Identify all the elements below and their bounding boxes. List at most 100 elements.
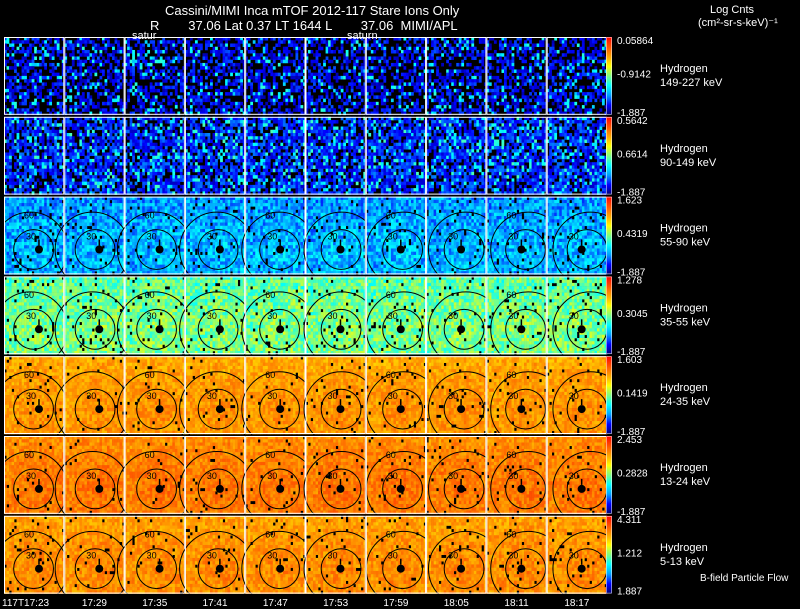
flux-pixel bbox=[501, 62, 505, 67]
flux-pixel bbox=[174, 145, 178, 150]
flux-pixel bbox=[157, 46, 161, 51]
flux-pixel bbox=[21, 56, 25, 60]
flux-pixel bbox=[179, 145, 183, 150]
flux-pixel bbox=[441, 85, 444, 90]
flux-pixel bbox=[54, 136, 58, 140]
flux-pixel bbox=[300, 85, 304, 90]
flux-pixel bbox=[142, 184, 145, 189]
flux-pixel bbox=[471, 46, 475, 51]
flux-pixel bbox=[406, 56, 409, 60]
flux-pixel bbox=[385, 62, 389, 67]
flux-pixel bbox=[566, 75, 570, 80]
flux-pixel bbox=[554, 37, 558, 41]
flux-pixel bbox=[589, 56, 593, 60]
flux-pixel bbox=[6, 191, 10, 195]
flux-pixel bbox=[24, 69, 27, 73]
flux-pixel bbox=[310, 43, 314, 48]
flux-pixel bbox=[551, 95, 555, 99]
flux-pixel bbox=[438, 75, 442, 80]
flux-pixel bbox=[169, 139, 173, 144]
flux-pixel bbox=[240, 175, 243, 179]
flux-pixel bbox=[398, 85, 402, 90]
flux-pixel bbox=[139, 188, 143, 192]
flux-pixel bbox=[6, 171, 10, 176]
flux-pixel bbox=[300, 66, 304, 70]
flux-pixel bbox=[207, 165, 211, 169]
flux-pixel bbox=[182, 188, 186, 192]
flux-pixel bbox=[531, 85, 535, 90]
flux-pixel bbox=[79, 149, 83, 153]
flux-pixel bbox=[36, 62, 40, 67]
flux-pixel bbox=[107, 175, 110, 179]
flux-pixel bbox=[282, 120, 286, 124]
flux-pixel bbox=[526, 43, 530, 48]
flux-pixel bbox=[385, 105, 389, 109]
flux-pixel bbox=[51, 155, 55, 160]
flux-pixel bbox=[272, 85, 276, 90]
flux-pixel bbox=[217, 40, 221, 44]
flux-pixel bbox=[86, 116, 90, 121]
flux-pixel bbox=[318, 75, 321, 80]
flux-pixel bbox=[81, 133, 85, 137]
flux-pixel bbox=[308, 101, 311, 106]
flux-pixel bbox=[225, 37, 228, 41]
flux-pixel bbox=[36, 108, 40, 112]
flux-pixel bbox=[252, 53, 256, 57]
flux-pixel bbox=[152, 145, 156, 150]
flux-pixel bbox=[287, 43, 291, 48]
flux-pixel bbox=[282, 123, 286, 127]
flux-pixel bbox=[74, 95, 78, 99]
flux-pixel bbox=[481, 69, 485, 73]
flux-pixel bbox=[61, 108, 65, 112]
flux-pixel bbox=[34, 116, 37, 121]
flux-pixel bbox=[453, 88, 457, 93]
flux-pixel bbox=[167, 62, 171, 67]
flux-pixel bbox=[210, 85, 213, 90]
flux-pixel bbox=[451, 101, 455, 106]
flux-pixel bbox=[147, 191, 151, 195]
flux-pixel bbox=[11, 123, 15, 127]
flux-pixel bbox=[280, 40, 284, 44]
flux-pixel bbox=[551, 101, 555, 106]
flux-pixel bbox=[34, 168, 37, 173]
flux-pixel bbox=[46, 158, 50, 163]
flux-pixel bbox=[270, 53, 274, 57]
flux-pixel bbox=[483, 53, 487, 57]
flux-pixel bbox=[358, 79, 362, 83]
flux-pixel bbox=[122, 162, 125, 166]
flux-pixel bbox=[225, 43, 228, 48]
flux-pixel bbox=[539, 82, 542, 86]
flux-pixel bbox=[270, 116, 274, 121]
flux-pixel bbox=[169, 126, 173, 131]
flux-pixel bbox=[184, 40, 188, 44]
flux-pixel bbox=[483, 108, 487, 112]
flux-pixel bbox=[76, 62, 80, 67]
flux-pixel bbox=[217, 37, 221, 41]
flux-pixel bbox=[230, 129, 233, 134]
flux-pixel bbox=[529, 105, 532, 109]
flux-pixel bbox=[192, 155, 196, 160]
flux-pixel bbox=[189, 49, 193, 54]
flux-pixel bbox=[370, 66, 374, 70]
flux-pixel bbox=[576, 43, 580, 48]
flux-pixel bbox=[237, 75, 241, 80]
flux-pixel bbox=[302, 59, 306, 64]
flux-pixel bbox=[576, 62, 580, 67]
flux-pixel bbox=[438, 105, 442, 109]
flux-pixel bbox=[167, 75, 171, 80]
flux-pixel bbox=[79, 95, 83, 99]
flux-pixel bbox=[232, 120, 236, 124]
flux-pixel bbox=[330, 49, 334, 54]
flux-pixel bbox=[154, 133, 158, 137]
flux-pixel bbox=[360, 98, 364, 103]
flux-pixel bbox=[71, 59, 75, 64]
flux-pixel bbox=[297, 123, 301, 127]
flux-pixel bbox=[398, 46, 402, 51]
flux-pixel bbox=[589, 85, 593, 90]
flux-pixel bbox=[330, 105, 334, 109]
flux-pixel bbox=[129, 165, 133, 169]
flux-pixel bbox=[235, 79, 238, 83]
flux-pixel bbox=[177, 139, 181, 144]
flux-pixel bbox=[207, 116, 211, 121]
flux-pixel bbox=[112, 175, 115, 179]
